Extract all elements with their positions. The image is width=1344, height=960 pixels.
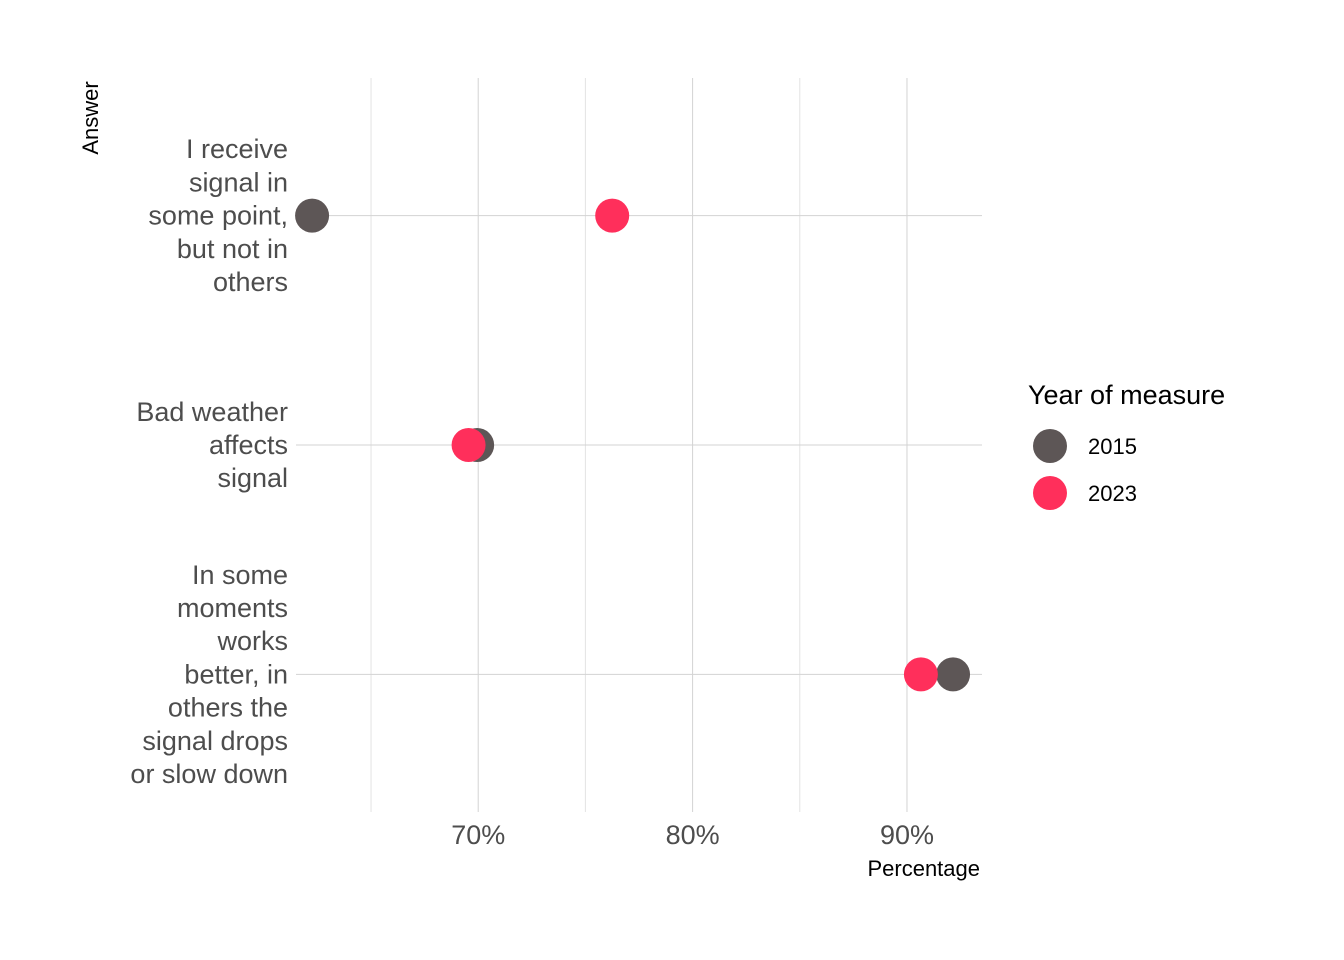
y-tick-label-line: I receive: [186, 134, 288, 164]
y-tick-label-line: but not in: [177, 234, 288, 264]
y-tick-label-line: others the: [168, 693, 288, 723]
point-2023-0: [595, 198, 630, 233]
point-2023-2: [903, 657, 938, 692]
x-tick-label-0: 70%: [451, 820, 505, 850]
y-tick-label-line: others: [213, 267, 288, 297]
legend-label-2015: 2015: [1088, 434, 1137, 459]
x-tick-label-2: 90%: [880, 820, 934, 850]
y-tick-label-line: better, in: [184, 659, 288, 689]
data-points: [295, 198, 971, 692]
legend-items: 2015 2023: [1033, 429, 1137, 510]
point-2023-1: [451, 428, 486, 462]
legend-label-2023: 2023: [1088, 481, 1137, 506]
y-tick-label-line: signal drops: [142, 726, 288, 756]
legend: Year of measure 2015 2023: [1028, 380, 1225, 510]
y-tick-label-line: some point,: [148, 201, 288, 231]
x-axis-title: Percentage: [867, 856, 980, 881]
legend-key-2015: [1033, 429, 1067, 463]
legend-title: Year of measure: [1028, 380, 1225, 410]
y-axis-title: Answer: [78, 81, 103, 154]
y-tick-label-line: works: [216, 626, 288, 656]
y-tick-label-line: In some: [192, 560, 288, 590]
x-tick-label-1: 80%: [666, 820, 720, 850]
point-2015-2: [936, 657, 971, 692]
y-tick-label-line: Bad weather: [136, 397, 288, 427]
y-tick-label-line: or slow down: [130, 759, 288, 789]
legend-key-2023: [1033, 476, 1067, 510]
y-tick-label-line: affects: [209, 430, 288, 460]
y-tick-label-line: signal: [217, 463, 288, 493]
y-tick-label-line: signal in: [189, 167, 288, 197]
y-tick-label-line: moments: [177, 593, 288, 623]
point-2015-0: [295, 198, 330, 233]
grid-lines: [296, 78, 982, 812]
x-tick-labels: 70% 80% 90%: [451, 820, 934, 850]
